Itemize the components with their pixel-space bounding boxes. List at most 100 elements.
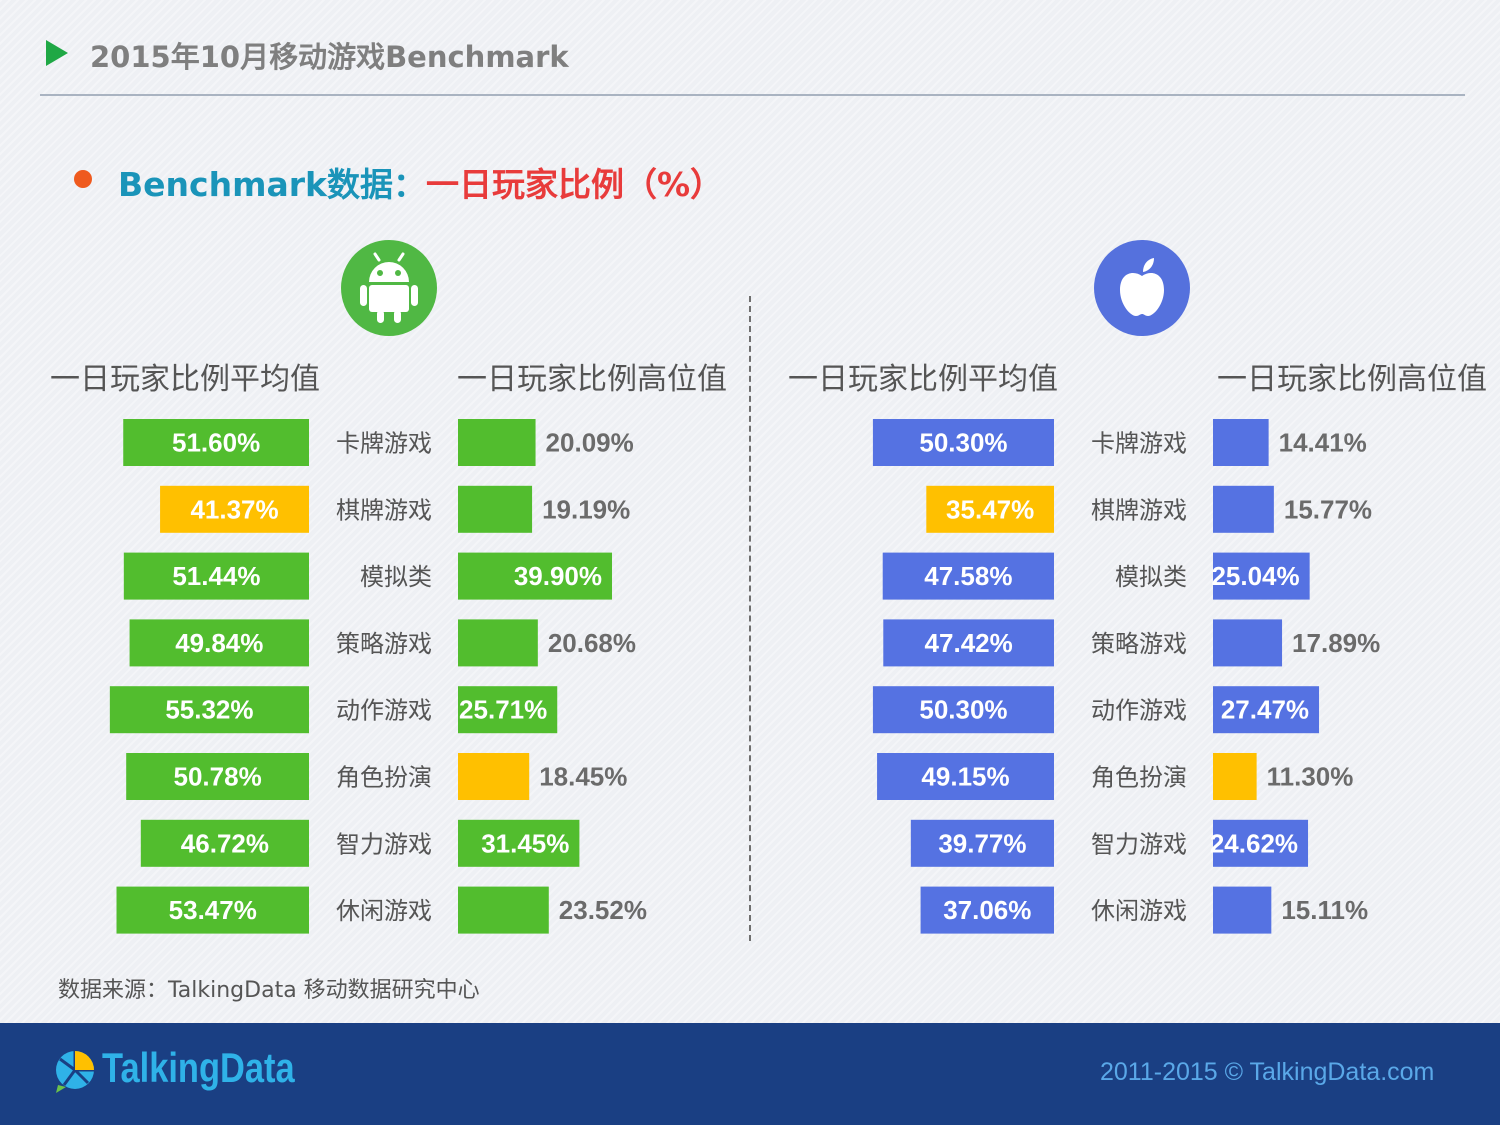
copyright: 2011-2015 © TalkingData.com [1100,1058,1435,1086]
page-title: 2015年10月移动游戏Benchmark [90,40,569,74]
android-avg-value-label: 46.72% [181,828,269,858]
apple-high-value-label: 17.89% [1292,628,1380,658]
apple-avg-bar [926,485,1054,533]
android-high-bar [458,753,530,800]
android-category-label: 角色扮演 [336,764,432,792]
android-high-value-label: 20.09% [546,428,634,458]
apple-category-label: 休闲游戏 [1091,897,1187,925]
apple-avg-bar [910,819,1054,867]
android-avg-value-label: 41.37% [190,494,278,524]
apple-avg-value-label: 50.30% [919,695,1007,725]
apple-avg-bar [883,619,1054,667]
android-avg-value-label: 50.78% [174,762,262,792]
android-high-bar [458,419,536,466]
apple-high-value-label: 25.04% [1211,561,1299,591]
android-avg-value-label: 49.84% [175,628,263,658]
apple-category-label: 模拟类 [1115,563,1187,591]
apple-avg-bar [882,552,1054,600]
android-avg-bar [123,419,310,466]
android-avg-bar [129,619,309,667]
apple-high-bar [1213,753,1257,800]
apple-avg-value-label: 49.15% [921,762,1009,792]
apple-avg-bar [877,753,1054,800]
apple-avg-value-label: 35.47% [946,494,1034,524]
apple-high-bar [1213,819,1309,867]
android-avg-header: 一日玩家比例平均值 [50,362,320,397]
footer-bar [0,1023,1500,1125]
android-avg-value-label: 51.44% [172,561,260,591]
android-high-value-label: 25.71% [459,695,547,725]
apple-high-value-label: 11.30% [1267,762,1354,792]
android-category-label: 模拟类 [360,563,432,591]
apple-high-bar [1213,419,1269,466]
apple-high-value-label: 15.77% [1284,494,1372,524]
android-avg-bar [123,552,309,600]
android-high-bar [458,552,613,600]
android-avg-bar [160,485,309,533]
android-icon [341,240,437,336]
apple-category-label: 角色扮演 [1091,764,1187,792]
apple-avg-value-label: 50.30% [919,428,1007,458]
bullet-dot-icon [74,170,92,188]
android-avg-value-label: 55.32% [165,695,253,725]
android-category-label: 卡牌游戏 [336,430,432,458]
apple-high-header: 一日玩家比例高位值 [1217,362,1487,397]
section-divider [749,296,751,941]
apple-high-bar [1213,619,1283,667]
apple-high-bar [1213,552,1310,600]
android-avg-value-label: 53.47% [169,895,257,925]
subtitle-part2: 一日玩家比例（%） [425,165,724,204]
apple-high-value-label: 15.11% [1281,895,1368,925]
android-avg-value-label: 51.60% [172,428,260,458]
apple-category-label: 策略游戏 [1091,630,1187,658]
apple-category-label: 卡牌游戏 [1091,430,1187,458]
title-divider [40,94,1465,96]
android-high-value-label: 20.68% [548,628,636,658]
android-avg-bar [140,819,309,867]
talkingdata-logo-icon [52,1049,98,1099]
apple-high-bar [1213,886,1272,934]
android-avg-bar [126,753,309,800]
android-high-value-label: 31.45% [481,828,569,858]
apple-high-value-label: 24.62% [1210,828,1298,858]
android-high-bar [458,886,549,934]
apple-category-label: 智力游戏 [1091,830,1187,858]
android-high-header: 一日玩家比例高位值 [457,362,727,397]
android-category-label: 策略游戏 [336,630,432,658]
apple-category-label: 动作游戏 [1091,697,1187,725]
apple-icon [1094,240,1190,336]
apple-avg-value-label: 47.42% [925,628,1013,658]
android-high-value-label: 39.90% [514,561,602,591]
android-high-value-label: 23.52% [559,895,647,925]
android-category-label: 棋牌游戏 [336,496,432,524]
android-high-value-label: 19.19% [542,494,630,524]
apple-high-bar [1213,485,1274,533]
apple-avg-bar [920,886,1054,934]
chart-subtitle: Benchmark数据：一日玩家比例（%） [118,158,723,206]
android-avg-bar [116,886,310,934]
apple-high-value-label: 14.41% [1279,428,1367,458]
android-high-bar [458,619,538,667]
subtitle-part1: Benchmark数据： [118,165,426,204]
android-high-value-label: 18.45% [539,762,627,792]
apple-avg-bar [872,419,1054,466]
source-note: 数据来源：TalkingData 移动数据研究中心 [58,978,480,1003]
apple-avg-value-label: 37.06% [943,895,1031,925]
android-avg-bar [109,686,310,734]
brand-name: TalkingData [102,1044,295,1091]
apple-category-label: 棋牌游戏 [1091,496,1187,524]
apple-high-value-label: 27.47% [1221,695,1309,725]
apple-avg-value-label: 47.58% [924,561,1012,591]
apple-avg-header: 一日玩家比例平均值 [788,362,1058,397]
android-high-bar [458,819,580,867]
apple-avg-value-label: 39.77% [938,828,1026,858]
android-category-label: 休闲游戏 [336,897,432,925]
android-high-bar [458,686,558,734]
android-category-label: 动作游戏 [336,697,432,725]
apple-high-bar [1213,686,1320,734]
android-high-bar [458,485,533,533]
android-category-label: 智力游戏 [336,830,432,858]
apple-avg-bar [872,686,1054,734]
title-triangle-icon [46,40,68,66]
